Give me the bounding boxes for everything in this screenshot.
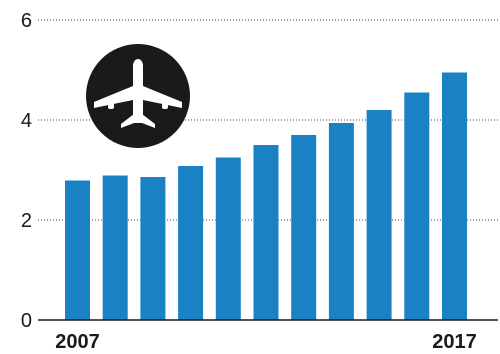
y-tick-label: 6 [21,10,32,32]
bar-2014 [328,123,354,320]
bars [65,72,467,320]
bar-2012 [253,145,279,320]
bar-2015 [366,110,392,320]
bar-2016 [404,92,430,320]
bar-2008 [102,175,128,320]
x-axis-tick-labels: 2007 2017 [55,331,477,353]
airplane-icon [86,44,190,148]
y-tick-label: 0 [21,310,32,332]
x-tick-label-2017: 2017 [432,331,477,353]
bar-2009 [140,177,166,320]
airplane-glyph [94,59,182,128]
bar-2011 [215,157,241,320]
y-axis-tick-labels: 0 2 4 6 [21,10,32,332]
bar-2013 [291,135,317,320]
bar-2010 [178,166,204,320]
bar-2007 [65,180,90,320]
bar-2017 [442,72,467,320]
x-tick-label-2007: 2007 [55,331,100,353]
y-tick-label: 4 [21,110,32,132]
y-tick-label: 2 [21,210,32,232]
